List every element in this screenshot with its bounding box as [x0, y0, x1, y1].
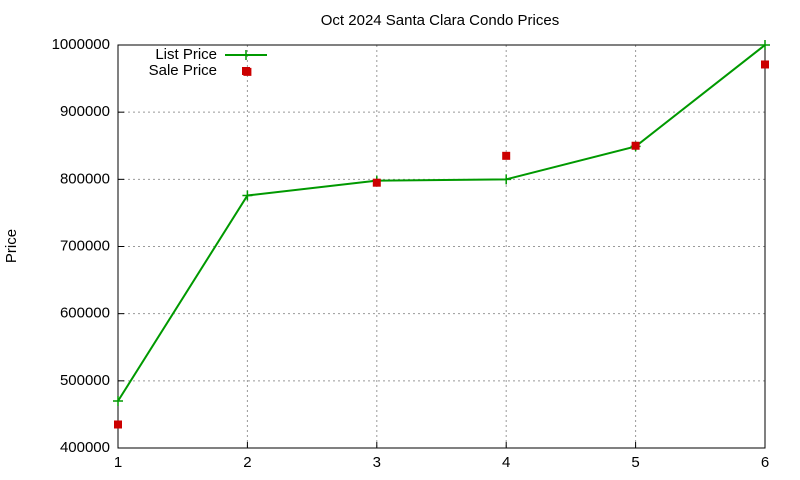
- x-tick-label: 5: [631, 454, 639, 471]
- x-tick-label: 4: [502, 454, 510, 471]
- marker: [114, 420, 122, 429]
- marker: [761, 60, 769, 69]
- marker: [242, 190, 253, 201]
- x-tick-label: 2: [243, 454, 251, 471]
- y-tick-label: 400000: [60, 439, 110, 456]
- y-tick-label: 600000: [60, 305, 110, 322]
- line: [117, 44, 766, 402]
- marker: [760, 40, 770, 50]
- legend-marker: [241, 50, 251, 60]
- x-tick-label: 6: [761, 454, 769, 471]
- y-tick-label: 1000000: [52, 36, 110, 53]
- marker: [372, 178, 381, 187]
- marker: [501, 174, 512, 185]
- legend-label: List Price: [155, 46, 217, 63]
- y-tick-label: 800000: [60, 170, 110, 187]
- marker: [113, 395, 123, 406]
- y-tick-label: 700000: [60, 237, 110, 254]
- chart-title: Oct 2024 Santa Clara Condo Prices: [321, 12, 559, 29]
- plot-frame: [117, 44, 766, 449]
- marker: [502, 151, 511, 160]
- y-axis-label: Price: [3, 229, 20, 263]
- legend-label: Sale Price: [149, 62, 217, 79]
- legend-marker: [242, 67, 250, 75]
- x-tick-label: 3: [373, 454, 381, 471]
- y-tick-label: 500000: [60, 372, 110, 389]
- x-tick-label: 1: [114, 454, 122, 471]
- y-tick-label: 900000: [60, 103, 110, 120]
- marker: [631, 141, 640, 150]
